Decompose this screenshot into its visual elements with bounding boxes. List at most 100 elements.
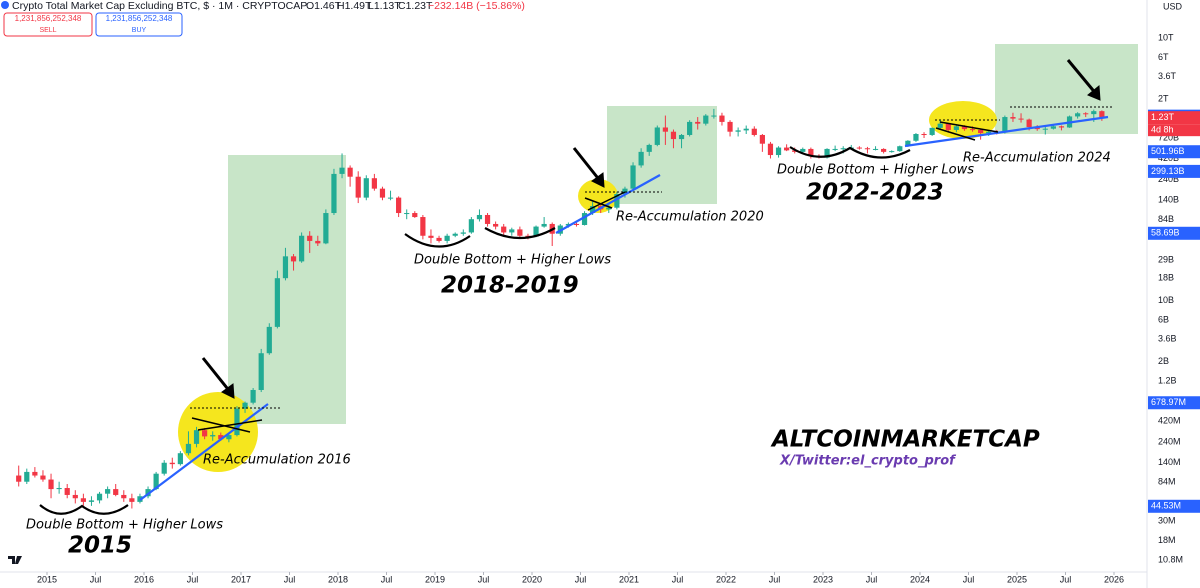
annotation: 2015 [68, 533, 132, 559]
x-tick-label: 2017 [231, 574, 251, 584]
trend-line [904, 115, 1109, 148]
y-tick-label: 240M [1158, 437, 1181, 447]
candle-body [889, 151, 895, 153]
x-tick-label: Jul [90, 574, 102, 584]
candle-body [872, 148, 879, 150]
candle-body [638, 151, 644, 166]
candle-body [945, 123, 951, 130]
candle-body [32, 471, 38, 476]
candle-body [105, 489, 111, 494]
candle-body [840, 148, 846, 150]
y-tick-label: 30M [1158, 516, 1176, 526]
candle-body [743, 128, 749, 131]
annotation: Re-Accumulation 2016 [203, 453, 351, 468]
price-label-box [1148, 111, 1200, 125]
y-tick-label: 10T [1158, 32, 1174, 42]
candle-body [16, 475, 22, 482]
double-bottom-curve [789, 146, 911, 159]
candle-body [258, 353, 264, 390]
candle-body [646, 144, 652, 152]
candle-body [800, 148, 806, 152]
candle-body [1058, 126, 1065, 128]
candle-body [703, 115, 709, 124]
arrow [572, 147, 603, 183]
candle-body [727, 121, 733, 132]
drawings [39, 59, 1112, 515]
candle-body [177, 453, 183, 465]
x-tick-label: 2021 [619, 574, 639, 584]
candle-body [202, 430, 208, 437]
y-tick-label: 18M [1158, 535, 1176, 545]
sell-button[interactable] [3, 12, 93, 37]
buy-button[interactable] [95, 12, 183, 37]
candle-body [921, 134, 927, 136]
x-tick-label: Jul [866, 574, 878, 584]
candle-body [695, 121, 701, 124]
trend-line [139, 403, 269, 501]
candle-body [1002, 117, 1008, 133]
candle-body [323, 213, 329, 244]
candle-body [371, 178, 377, 189]
price-label: 501.96B [1151, 146, 1185, 156]
candle-body [404, 213, 410, 215]
candle-body [468, 219, 474, 233]
y-tick-label: 84B [1158, 214, 1174, 224]
annotation: 2022-2023 [806, 180, 944, 206]
ohlc: H1.49T [337, 0, 372, 12]
candle-body [290, 256, 297, 262]
candle-body [986, 131, 992, 134]
change: −232.14B (−15.86%) [428, 0, 525, 12]
candle-body [533, 226, 539, 237]
candle-body [96, 493, 103, 501]
candle-body [501, 226, 507, 233]
candle-body [476, 214, 483, 220]
candle-body [864, 148, 871, 150]
candle-body [662, 127, 668, 132]
candle-body [420, 217, 426, 236]
candle-body [630, 165, 636, 189]
y-tick-label: 3.6B [1158, 334, 1177, 344]
pennant [191, 417, 263, 433]
y-tick-label: 3.6T [1158, 71, 1177, 81]
candle-body [735, 130, 741, 132]
candle-body [444, 235, 450, 241]
candle-body [396, 197, 402, 214]
candle-body [711, 115, 717, 117]
candle-body [961, 126, 968, 130]
buy-label: BUY [132, 27, 147, 34]
candle-body [250, 389, 256, 403]
price-label: 44.53M [1151, 501, 1181, 511]
candle-body [218, 435, 224, 440]
candle-body [460, 232, 466, 234]
candle-body [347, 167, 353, 177]
candle-body [687, 121, 693, 135]
candle-body [153, 473, 159, 490]
candle-body [339, 167, 345, 174]
candle-body [193, 430, 200, 444]
arrow-head [591, 172, 605, 188]
annotation: Double Bottom + Higher Lows [414, 253, 611, 268]
highlight-box [228, 155, 346, 424]
candle-body [185, 443, 192, 454]
arrow [201, 357, 233, 394]
y-tick-label: 18B [1158, 273, 1174, 283]
candle-body [719, 115, 725, 122]
x-tick-label: 2016 [134, 574, 154, 584]
candle-body [905, 140, 911, 147]
candle-body [299, 235, 305, 262]
candle-body [80, 498, 86, 502]
candle-body [113, 489, 119, 495]
annotations: Double Bottom + Higher Lows 2015 Re-Accu… [26, 151, 1111, 559]
candle-body [1042, 128, 1048, 130]
y-tick-label: 720B [1158, 132, 1179, 142]
x-tick-label: 2022 [716, 574, 736, 584]
x-tick-label: Jul [769, 574, 781, 584]
candle-body [436, 237, 442, 241]
candle-body [210, 435, 216, 437]
y-tick-label: 29B [1158, 254, 1174, 264]
x-tick-label: Jul [672, 574, 684, 584]
annotation: Double Bottom + Higher Lows [26, 518, 223, 533]
price-label-box [1148, 145, 1200, 159]
